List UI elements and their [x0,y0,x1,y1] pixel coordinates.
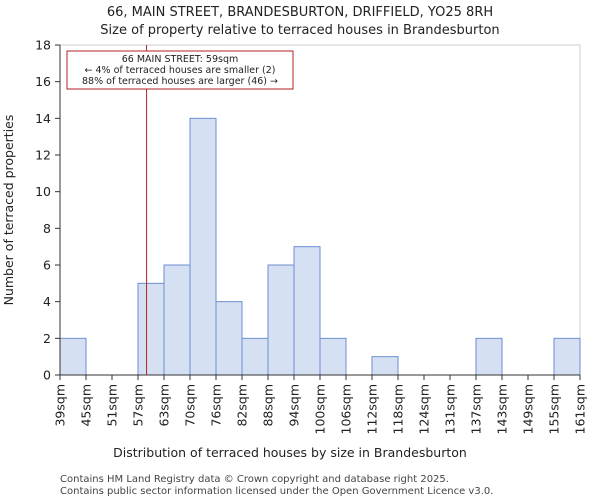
annotation-box: 66 MAIN STREET: 59sqm ← 4% of terraced h… [66,50,294,90]
bar-155sqm [553,337,581,376]
x-tick-label: 100sqm [313,384,328,434]
bar-82sqm [241,337,269,376]
x-tick-label: 57sqm [131,384,146,427]
y-tick-label: 2 [43,331,51,346]
y-axis-label: Number of terraced properties [1,115,16,306]
x-tick-label: 106sqm [339,384,354,434]
x-tick-label: 161sqm [573,384,588,434]
y-tick-label: 0 [43,368,51,383]
bar-88sqm [267,264,295,376]
bar-63sqm [163,264,191,376]
bar-39sqm [59,337,87,376]
y-tick-label: 6 [43,258,51,273]
x-tick-label: 137sqm [469,384,484,434]
x-tick-label: 131sqm [443,384,458,434]
bar-57sqm [137,282,165,376]
chart-title: 66, MAIN STREET, BRANDESBURTON, DRIFFIEL… [107,5,493,20]
annotation-line-3: 88% of terraced houses are larger (46) → [82,76,278,87]
x-tick-label: 76sqm [209,384,224,427]
x-tick-label: 45sqm [79,384,94,427]
y-tick-label: 12 [35,148,51,163]
y-tick-label: 16 [35,74,51,89]
x-axis-label: Distribution of terraced houses by size … [113,445,467,460]
x-tick-label: 118sqm [391,384,406,434]
bar-100sqm [319,337,347,376]
x-tick-label: 70sqm [183,384,198,427]
chart-subtitle: Size of property relative to terraced ho… [100,23,499,38]
y-tick-label: 4 [43,294,51,309]
footer-line-1: Contains HM Land Registry data © Crown c… [60,474,449,485]
x-tick-label: 39sqm [53,384,68,427]
x-tick-label: 88sqm [261,384,276,427]
x-tick-label: 94sqm [287,384,302,427]
bar-76sqm [215,301,243,376]
y-tick-label: 8 [43,221,51,236]
x-tick-label: 124sqm [417,384,432,434]
annotation-line-1: 66 MAIN STREET: 59sqm [122,54,238,65]
bar-94sqm [293,246,321,376]
x-tick-label: 63sqm [157,384,172,427]
annotation-line-2: ← 4% of terraced houses are smaller (2) [85,65,276,76]
bar-137sqm [475,337,503,376]
x-tick-label: 155sqm [547,384,562,434]
x-tick-label: 82sqm [235,384,250,427]
x-tick-label: 51sqm [105,384,120,427]
y-tick-label: 14 [35,111,51,126]
bar-112sqm [371,356,399,376]
y-tick-label: 10 [35,184,51,199]
x-tick-label: 143sqm [495,384,510,434]
bar-70sqm [189,117,217,376]
x-tick-label: 149sqm [521,384,536,434]
y-tick-label: 18 [35,38,51,53]
x-tick-label: 112sqm [365,384,380,434]
footer-line-2: Contains public sector information licen… [60,486,493,497]
